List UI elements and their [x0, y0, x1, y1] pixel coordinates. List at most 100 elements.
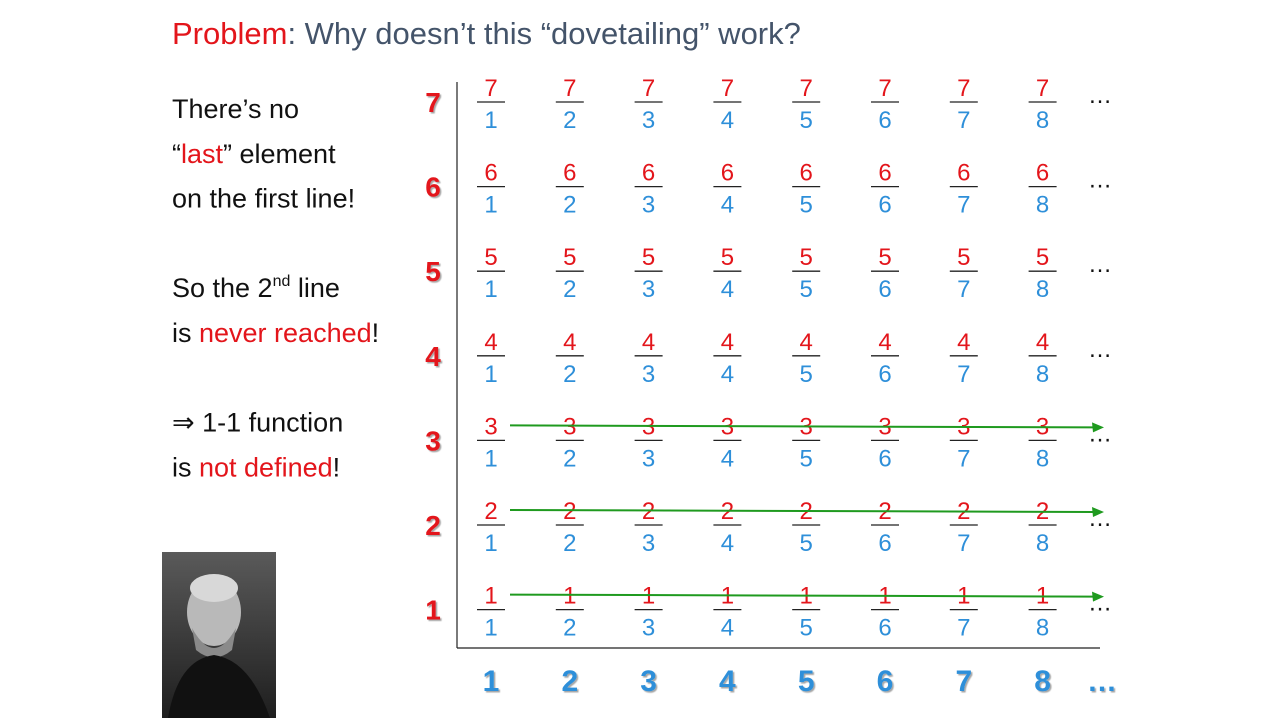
x-axis-label: 4 [719, 665, 736, 698]
arrow [509, 593, 1095, 598]
y-axis-label: 6 [425, 172, 441, 203]
row-ellipsis: … [1088, 505, 1112, 532]
denominator: 8 [1036, 107, 1049, 134]
numerator: 6 [878, 160, 891, 187]
arrow-head [1092, 422, 1104, 433]
numerator: 6 [484, 160, 497, 187]
denominator: 4 [721, 276, 734, 303]
text-segment: ! [333, 452, 341, 482]
denominator: 7 [957, 445, 970, 472]
text-segment: So the 2 [172, 273, 273, 303]
numerator: 7 [1036, 75, 1049, 102]
x-axis-label: … [1087, 665, 1117, 698]
numerator: 5 [642, 244, 655, 271]
numerator: 6 [1036, 160, 1049, 187]
numerator: 6 [721, 160, 734, 187]
denominator: 1 [484, 615, 497, 642]
denominator: 8 [1036, 276, 1049, 303]
denominator: 2 [563, 615, 576, 642]
x-axis-label: 5 [798, 665, 815, 698]
denominator: 1 [484, 276, 497, 303]
denominator: 4 [721, 445, 734, 472]
numerator: 6 [642, 160, 655, 187]
numerator: 5 [1036, 244, 1049, 271]
text-segment: : Why doesn’t this “dovetailing” work? [287, 16, 800, 51]
denominator: 2 [563, 361, 576, 388]
denominator: 3 [642, 276, 655, 303]
denominator: 5 [800, 276, 813, 303]
text-segment: not defined [199, 452, 333, 482]
y-axis-label: 4 [425, 341, 441, 372]
arrow [509, 509, 1095, 513]
title: Problem: Why doesn’t this “dovetailing” … [172, 16, 801, 51]
denominator: 7 [957, 192, 970, 219]
denominator: 8 [1036, 192, 1049, 219]
numerator: 5 [721, 244, 734, 271]
arrow-head [1092, 591, 1104, 602]
y-axis-label: 1 [425, 595, 441, 626]
denominator: 5 [800, 445, 813, 472]
denominator: 3 [642, 615, 655, 642]
denominator: 6 [878, 276, 891, 303]
text-segment: There’s no [172, 94, 299, 124]
arrow [509, 424, 1095, 429]
denominator: 6 [878, 445, 891, 472]
denominator: 4 [721, 361, 734, 388]
denominator: 7 [957, 107, 970, 134]
denominator: 3 [642, 192, 655, 219]
denominator: 4 [721, 107, 734, 134]
text-segment: line [290, 273, 340, 303]
numerator: 7 [800, 75, 813, 102]
text-segment: last [181, 139, 224, 169]
numerator: 4 [1036, 329, 1049, 356]
y-axis-label: 7 [425, 87, 441, 118]
numerator: 5 [878, 244, 891, 271]
denominator: 3 [642, 530, 655, 557]
numerator: 2 [642, 498, 655, 525]
numerator: 7 [484, 75, 497, 102]
numerator: 1 [484, 583, 497, 610]
row-ellipsis: … [1088, 336, 1112, 363]
numerator: 3 [642, 413, 655, 440]
denominator: 4 [721, 192, 734, 219]
denominator: 3 [642, 445, 655, 472]
text-segment: on the first line! [172, 184, 355, 214]
denominator: 4 [721, 530, 734, 557]
y-axis-label: 3 [425, 425, 441, 456]
x-axis-label: 6 [877, 665, 894, 698]
denominator: 2 [563, 276, 576, 303]
body-line: on the first line! [172, 184, 355, 214]
denominator: 5 [800, 530, 813, 557]
denominator: 2 [563, 445, 576, 472]
denominator: 7 [957, 615, 970, 642]
denominator: 5 [800, 361, 813, 388]
denominator: 6 [878, 361, 891, 388]
x-axis-label: 2 [561, 665, 578, 698]
numerator: 7 [563, 75, 576, 102]
numerator: 6 [800, 160, 813, 187]
text-segment: is [172, 452, 199, 482]
numerator: 5 [484, 244, 497, 271]
body-line: There’s no [172, 94, 299, 124]
denominator: 1 [484, 530, 497, 557]
denominator: 2 [563, 530, 576, 557]
denominator: 1 [484, 107, 497, 134]
body-line: “last” element [172, 139, 336, 169]
denominator: 8 [1036, 615, 1049, 642]
denominator: 1 [484, 192, 497, 219]
denominator: 8 [1036, 530, 1049, 557]
denominator: 3 [642, 361, 655, 388]
body-line: is never reached! [172, 318, 379, 348]
numerator: 3 [563, 413, 576, 440]
numerator: 7 [721, 75, 734, 102]
denominator: 2 [563, 107, 576, 134]
denominator: 3 [642, 107, 655, 134]
numerator: 1 [642, 583, 655, 610]
denominator: 1 [484, 445, 497, 472]
denominator: 6 [878, 530, 891, 557]
numerator: 1 [563, 583, 576, 610]
content: Problem: Why doesn’t this “dovetailing” … [172, 16, 1117, 698]
numerator: 4 [563, 329, 576, 356]
denominator: 8 [1036, 361, 1049, 388]
denominator: 6 [878, 192, 891, 219]
